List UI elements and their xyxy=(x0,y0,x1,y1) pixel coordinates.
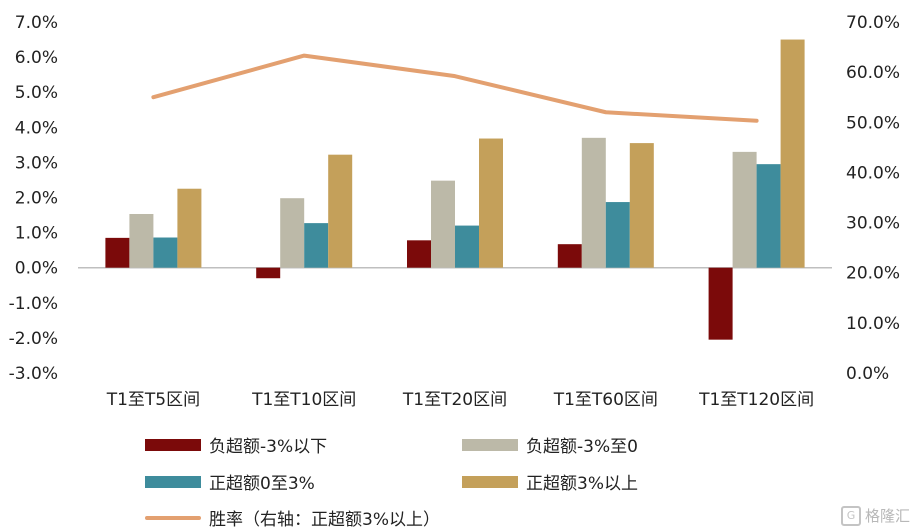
bar-series-1-cat-3 xyxy=(581,137,606,268)
watermark-text: 格隆汇 xyxy=(864,507,910,525)
winrate-line xyxy=(151,53,759,123)
bar-series-2-cat-3 xyxy=(605,202,630,268)
gelonghui-logo-icon: G xyxy=(840,505,861,526)
left-tick-label: 0.0% xyxy=(15,259,58,279)
left-tick-label: -3.0% xyxy=(9,364,58,384)
left-tick-label: 7.0% xyxy=(15,13,58,33)
bar-series-1-cat-0 xyxy=(129,213,154,268)
bar-series-2-cat-0 xyxy=(153,237,178,268)
category-labels: T1至T5区间 T1至T10区间 T1至T20区间 T1至T60区间 T1至T120区间 xyxy=(106,390,814,410)
category-label: T1至T60区间 xyxy=(553,390,658,410)
bar-series-3-cat-1 xyxy=(328,154,353,268)
watermark: G 格隆汇 xyxy=(840,505,910,526)
bar-series-0-cat-1 xyxy=(256,267,281,279)
bar-series-0-cat-0 xyxy=(105,237,130,268)
bar-series-1-cat-4 xyxy=(732,151,757,268)
left-tick-label: 2.0% xyxy=(15,189,58,209)
bar-series-0-cat-3 xyxy=(557,244,582,268)
right-tick-label: 30.0% xyxy=(846,214,900,234)
bar-series-0-cat-4 xyxy=(708,267,733,340)
category-label: T1至T120区间 xyxy=(698,390,814,410)
left-tick-label: 1.0% xyxy=(15,224,58,244)
left-tick-label: -1.0% xyxy=(9,294,58,314)
category-label: T1至T5区间 xyxy=(106,390,200,410)
left-tick-label: -2.0% xyxy=(9,329,58,349)
left-axis-ticks: -3.0% -2.0% -1.0% 0.0% 1.0% 2.0% 3.0% 4.0% 5.0% 6… xyxy=(9,13,58,384)
bar-series-2-cat-1 xyxy=(304,223,329,268)
bar-series-3-cat-0 xyxy=(177,188,202,268)
bar-series-3-cat-3 xyxy=(629,143,654,268)
bar-series-3-cat-4 xyxy=(780,39,805,268)
category-label: T1至T10区间 xyxy=(251,390,356,410)
bar-series-1-cat-2 xyxy=(431,180,455,268)
category-label: T1至T20区间 xyxy=(402,390,507,410)
left-tick-label: 3.0% xyxy=(15,153,58,173)
right-tick-label: 40.0% xyxy=(846,163,900,183)
right-tick-label: 60.0% xyxy=(846,63,900,83)
right-tick-label: 10.0% xyxy=(846,314,900,334)
bar-series-2-cat-4 xyxy=(756,164,781,268)
right-tick-label: 0.0% xyxy=(846,364,889,384)
left-tick-label: 6.0% xyxy=(15,48,58,68)
left-tick-label: 4.0% xyxy=(15,118,58,138)
bar-series-0-cat-2 xyxy=(407,240,431,268)
right-tick-label: 50.0% xyxy=(846,113,900,133)
bar-group xyxy=(105,39,805,340)
left-tick-label: 5.0% xyxy=(15,83,58,103)
right-tick-label: 70.0% xyxy=(846,13,900,33)
bar-series-1-cat-1 xyxy=(280,198,305,268)
bar-series-3-cat-2 xyxy=(479,138,503,268)
right-tick-label: 20.0% xyxy=(846,264,900,284)
bar-series-2-cat-2 xyxy=(455,225,479,268)
right-axis-ticks: 0.0% 10.0% 20.0% 30.0% 40.0% 50.0% 60.0% 70.0% xyxy=(846,13,900,384)
